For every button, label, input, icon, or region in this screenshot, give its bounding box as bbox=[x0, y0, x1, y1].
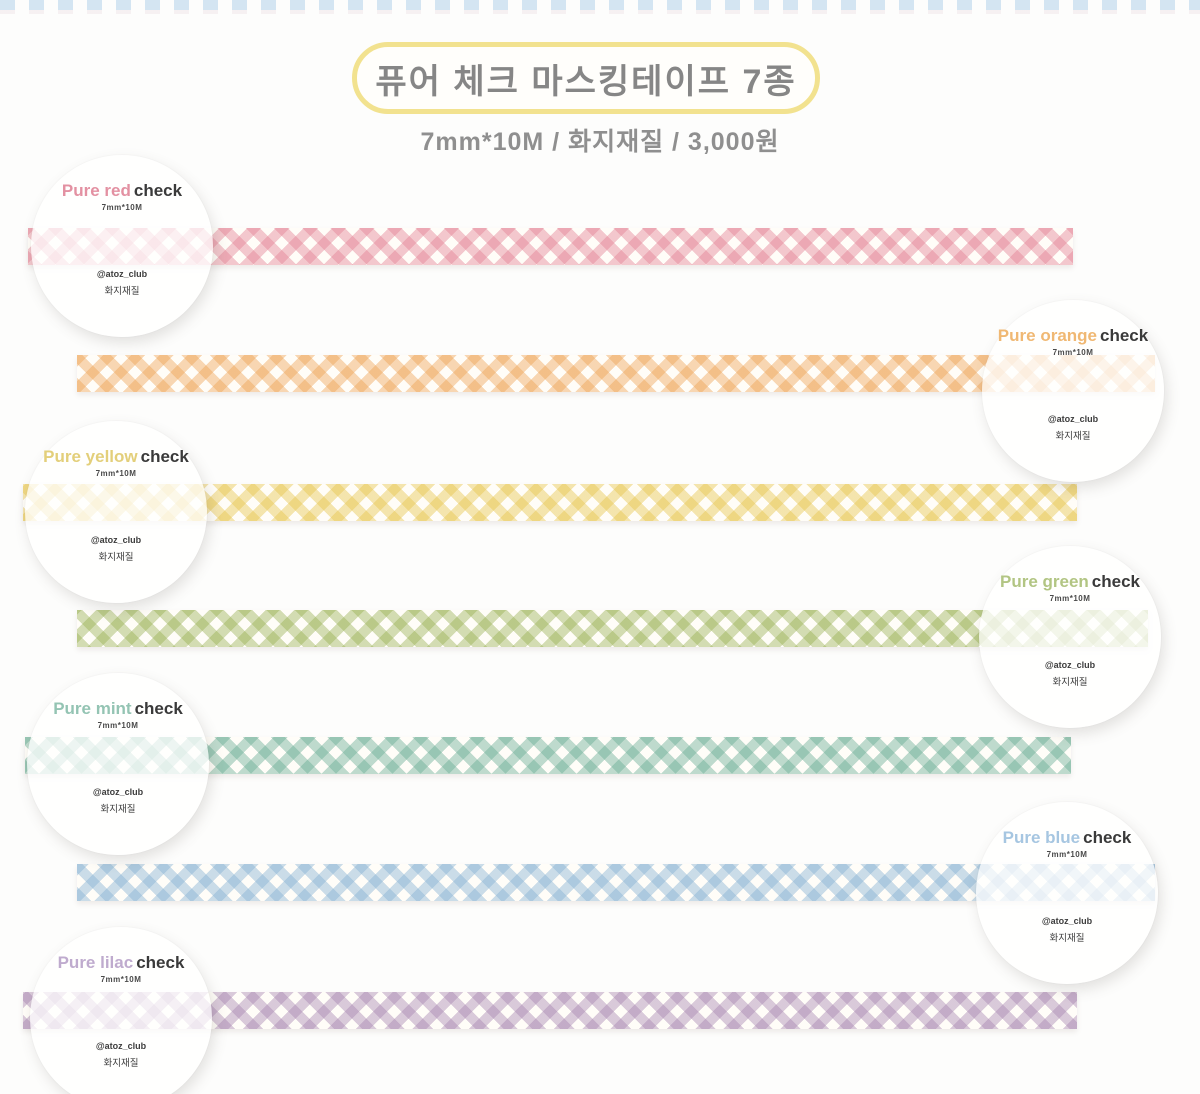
instagram-handle: @atoz_club bbox=[1047, 414, 1099, 424]
label-circle-yellow: Pure yellow check 7mm*10M @atoz_club 화지재질 bbox=[25, 421, 207, 603]
material-label: 화지재질 bbox=[100, 804, 136, 815]
tape-name-colored: Pure yellow bbox=[43, 447, 138, 466]
tape-name-colored: Pure blue bbox=[1002, 828, 1081, 847]
top-tape-border-decoration bbox=[0, 0, 1200, 14]
tape-name-colored: Pure lilac bbox=[57, 953, 134, 972]
material-label: 화지재질 bbox=[98, 552, 134, 563]
label-circle-orange: Pure orange check 7mm*10M @atoz_club 화지재질 bbox=[982, 300, 1164, 482]
tape-name-bold: check bbox=[1100, 326, 1149, 345]
label-circle-blue: Pure blue check 7mm*10M @atoz_club 화지재질 bbox=[976, 802, 1158, 984]
page-subtitle: 7mm*10M / 화지재질 / 3,000원 bbox=[420, 128, 780, 156]
material-label: 화지재질 bbox=[103, 1058, 139, 1069]
tape-name: Pure orange check bbox=[982, 326, 1164, 346]
instagram-handle: @atoz_club bbox=[1044, 660, 1096, 670]
tape-name: Pure red check bbox=[31, 181, 213, 201]
tape-size: 7mm*10M bbox=[1049, 594, 1091, 603]
tape-name-bold: check bbox=[1083, 828, 1132, 847]
tape-name-colored: Pure orange bbox=[997, 326, 1097, 345]
tape-name-colored: Pure red bbox=[61, 181, 131, 200]
label-circle-green: Pure green check 7mm*10M @atoz_club 화지재질 bbox=[979, 546, 1161, 728]
tape-name-bold: check bbox=[1091, 572, 1140, 591]
instagram-handle: @atoz_club bbox=[90, 535, 142, 545]
material-label: 화지재질 bbox=[1049, 933, 1085, 944]
tape-size: 7mm*10M bbox=[97, 721, 139, 730]
label-circle-lilac: Pure lilac check 7mm*10M @atoz_club 화지재질 bbox=[30, 927, 212, 1094]
tape-name-bold: check bbox=[140, 447, 189, 466]
tape-name: Pure lilac check bbox=[30, 953, 212, 973]
tape-name: Pure green check bbox=[979, 572, 1161, 592]
tape-name-bold: check bbox=[133, 181, 183, 200]
tape-name-colored: Pure mint bbox=[53, 699, 132, 718]
instagram-handle: @atoz_club bbox=[1041, 916, 1093, 926]
material-label: 화지재질 bbox=[104, 286, 140, 297]
tape-size: 7mm*10M bbox=[100, 975, 142, 984]
instagram-handle: @atoz_club bbox=[96, 269, 148, 279]
material-label: 화지재질 bbox=[1055, 431, 1091, 442]
label-circle-red: Pure red check 7mm*10M @atoz_club 화지재질 bbox=[31, 155, 213, 337]
tape-name: Pure yellow check bbox=[25, 447, 207, 467]
tape-strip-orange bbox=[77, 355, 1155, 392]
label-circle-mint: Pure mint check 7mm*10M @atoz_club 화지재질 bbox=[27, 673, 209, 855]
tape-name: Pure blue check bbox=[976, 828, 1158, 848]
tape-name: Pure mint check bbox=[27, 699, 209, 719]
tape-size: 7mm*10M bbox=[95, 469, 137, 478]
material-label: 화지재질 bbox=[1052, 677, 1088, 688]
page-title: 퓨어 체크 마스킹테이프 7종 bbox=[375, 62, 797, 101]
instagram-handle: @atoz_club bbox=[92, 787, 144, 797]
instagram-handle: @atoz_club bbox=[95, 1041, 147, 1051]
tape-strip-green bbox=[77, 610, 1148, 647]
tape-name-colored: Pure green bbox=[999, 572, 1089, 591]
tape-size: 7mm*10M bbox=[101, 203, 143, 212]
tape-size: 7mm*10M bbox=[1046, 850, 1088, 859]
tape-strip-blue bbox=[77, 864, 1155, 901]
title-bubble: 퓨어 체크 마스킹테이프 7종 bbox=[352, 42, 820, 114]
tape-size: 7mm*10M bbox=[1052, 348, 1094, 357]
tape-name-bold: check bbox=[134, 699, 183, 718]
tape-name-bold: check bbox=[136, 953, 185, 972]
